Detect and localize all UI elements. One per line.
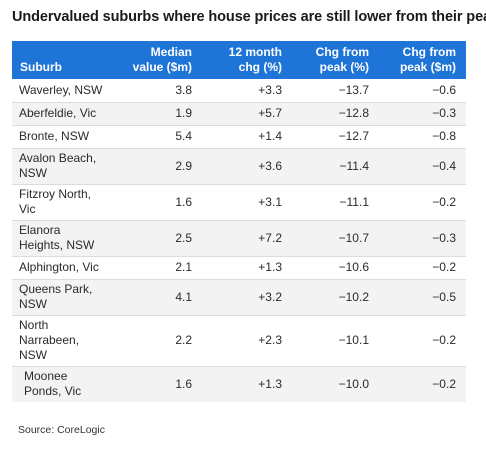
cell-change-from-peak-pct: −12.7 [292,125,379,149]
table-row: Moonee Ponds, Vic 1.6 +1.3 −10.0 −0.2 [12,366,466,402]
cell-median-value: 5.4 [113,125,202,149]
cell-suburb: Avalon Beach, NSW [12,148,113,185]
table-row: Aberfeldie, Vic 1.9 +5.7 −12.8 −0.3 [12,102,466,126]
cell-suburb: North Narrabeen, NSW [12,315,113,367]
cell-median-value: 2.5 [113,220,202,257]
header-change-from-peak-m: Chg from peak ($m) [379,41,466,79]
cell-suburb: Alphington, Vic [12,256,113,280]
cell-12-month-change: +3.1 [202,184,292,221]
cell-change-from-peak-m: −0.2 [379,315,466,367]
cell-change-from-peak-m: −0.5 [379,279,466,316]
cell-12-month-change: +5.7 [202,102,292,126]
cell-change-from-peak-pct: −10.1 [292,315,379,367]
header-change-from-peak-pct: Chg from peak (%) [292,41,379,79]
suburb-price-table: Suburb Median value ($m) 12 month chg (%… [12,41,466,402]
cell-change-from-peak-m: −0.3 [379,102,466,126]
header-median-value: Median value ($m) [113,41,202,79]
cell-change-from-peak-pct: −10.6 [292,256,379,280]
cell-change-from-peak-pct: −13.7 [292,79,379,103]
table-row: Waverley, NSW 3.8 +3.3 −13.7 −0.6 [12,79,466,103]
cell-change-from-peak-m: −0.6 [379,79,466,103]
cell-median-value: 1.9 [113,102,202,126]
cell-12-month-change: +3.6 [202,148,292,185]
cell-median-value: 3.8 [113,79,202,103]
cell-suburb: Fitzroy North, Vic [12,184,113,221]
cell-suburb: Moonee Ponds, Vic [12,366,113,402]
cell-change-from-peak-pct: −10.2 [292,279,379,316]
cell-12-month-change: +1.3 [202,366,292,402]
page-title: Undervalued suburbs where house prices a… [12,9,486,25]
cell-suburb: Aberfeldie, Vic [12,102,113,126]
cell-12-month-change: +3.3 [202,79,292,103]
table-row: Queens Park, NSW 4.1 +3.2 −10.2 −0.5 [12,279,466,316]
table-row: Bronte, NSW 5.4 +1.4 −12.7 −0.8 [12,125,466,149]
cell-change-from-peak-pct: −12.8 [292,102,379,126]
cell-change-from-peak-pct: −11.1 [292,184,379,221]
cell-12-month-change: +3.2 [202,279,292,316]
cell-suburb: Queens Park, NSW [12,279,113,316]
cell-change-from-peak-m: −0.2 [379,366,466,402]
cell-suburb: Elanora Heights, NSW [12,220,113,257]
cell-median-value: 4.1 [113,279,202,316]
table-row: Fitzroy North, Vic 1.6 +3.1 −11.1 −0.2 [12,184,466,221]
header-12-month-change: 12 month chg (%) [202,41,292,79]
table-row: Alphington, Vic 2.1 +1.3 −10.6 −0.2 [12,256,466,280]
cell-median-value: 2.9 [113,148,202,185]
cell-change-from-peak-pct: −10.7 [292,220,379,257]
cell-median-value: 1.6 [113,366,202,402]
header-suburb: Suburb [12,41,113,79]
cell-12-month-change: +1.4 [202,125,292,149]
cell-median-value: 1.6 [113,184,202,221]
cell-12-month-change: +1.3 [202,256,292,280]
cell-median-value: 2.2 [113,315,202,367]
cell-suburb: Bronte, NSW [12,125,113,149]
cell-change-from-peak-m: −0.4 [379,148,466,185]
cell-change-from-peak-m: −0.3 [379,220,466,257]
table-row: Elanora Heights, NSW 2.5 +7.2 −10.7 −0.3 [12,220,466,257]
cell-median-value: 2.1 [113,256,202,280]
cell-change-from-peak-m: −0.2 [379,184,466,221]
cell-change-from-peak-m: −0.2 [379,256,466,280]
table-header-row: Suburb Median value ($m) 12 month chg (%… [12,41,466,79]
cell-change-from-peak-pct: −11.4 [292,148,379,185]
cell-12-month-change: +7.2 [202,220,292,257]
cell-suburb: Waverley, NSW [12,79,113,103]
cell-change-from-peak-m: −0.8 [379,125,466,149]
cell-change-from-peak-pct: −10.0 [292,366,379,402]
table-row: Avalon Beach, NSW 2.9 +3.6 −11.4 −0.4 [12,148,466,185]
source-note: Source: CoreLogic [18,424,105,436]
cell-12-month-change: +2.3 [202,315,292,367]
table-row: North Narrabeen, NSW 2.2 +2.3 −10.1 −0.2 [12,315,466,367]
